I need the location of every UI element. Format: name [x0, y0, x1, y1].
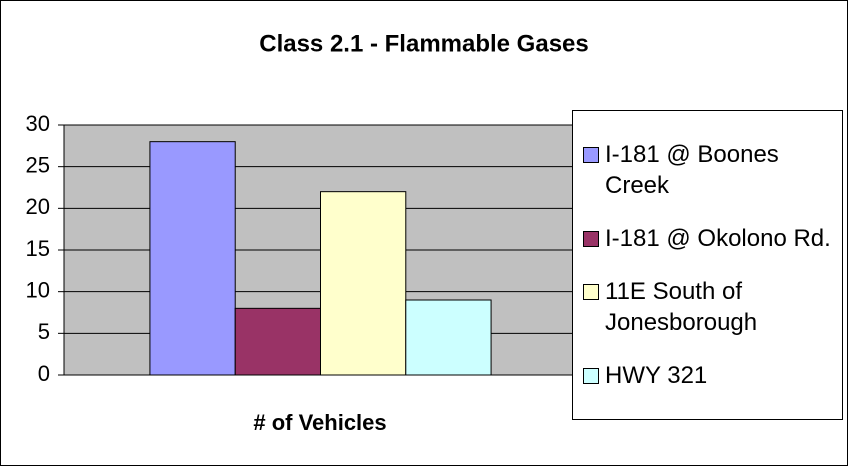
bar	[320, 191, 407, 376]
y-tick-label: 15	[26, 236, 50, 261]
y-tick-label: 20	[26, 194, 50, 219]
legend-label: I-181 @ Okolono Rd.	[605, 225, 831, 252]
legend-label: 11E South of Jonesborough	[605, 278, 758, 336]
legend-swatch	[583, 231, 599, 247]
legend-entry: HWY 321	[583, 360, 834, 391]
legend-entry: I-181 @ Okolono Rd.	[583, 223, 834, 254]
legend-entry: 11E South of Jonesborough	[583, 276, 834, 338]
y-tick-label: 0	[38, 361, 50, 386]
y-tick-label: 5	[38, 319, 50, 344]
legend: I-181 @ Boones Creek I-181 @ Okolono Rd. 1…	[572, 110, 843, 420]
legend-swatch	[583, 147, 599, 163]
x-axis-label: # of Vehicles	[253, 410, 386, 435]
legend-entry: I-181 @ Boones Creek	[583, 139, 834, 201]
legend-swatch	[583, 368, 599, 384]
y-tick-label: 30	[26, 111, 50, 136]
y-tick-label: 10	[26, 277, 50, 302]
bar	[149, 141, 236, 376]
legend-label: I-181 @ Boones Creek	[605, 141, 779, 199]
y-tick-label: 25	[26, 152, 50, 177]
legend-label: HWY 321	[605, 362, 708, 389]
bar	[234, 307, 321, 376]
bar	[405, 299, 492, 376]
chart-title: Class 2.1 - Flammable Gases	[259, 30, 589, 57]
legend-swatch	[583, 284, 599, 300]
